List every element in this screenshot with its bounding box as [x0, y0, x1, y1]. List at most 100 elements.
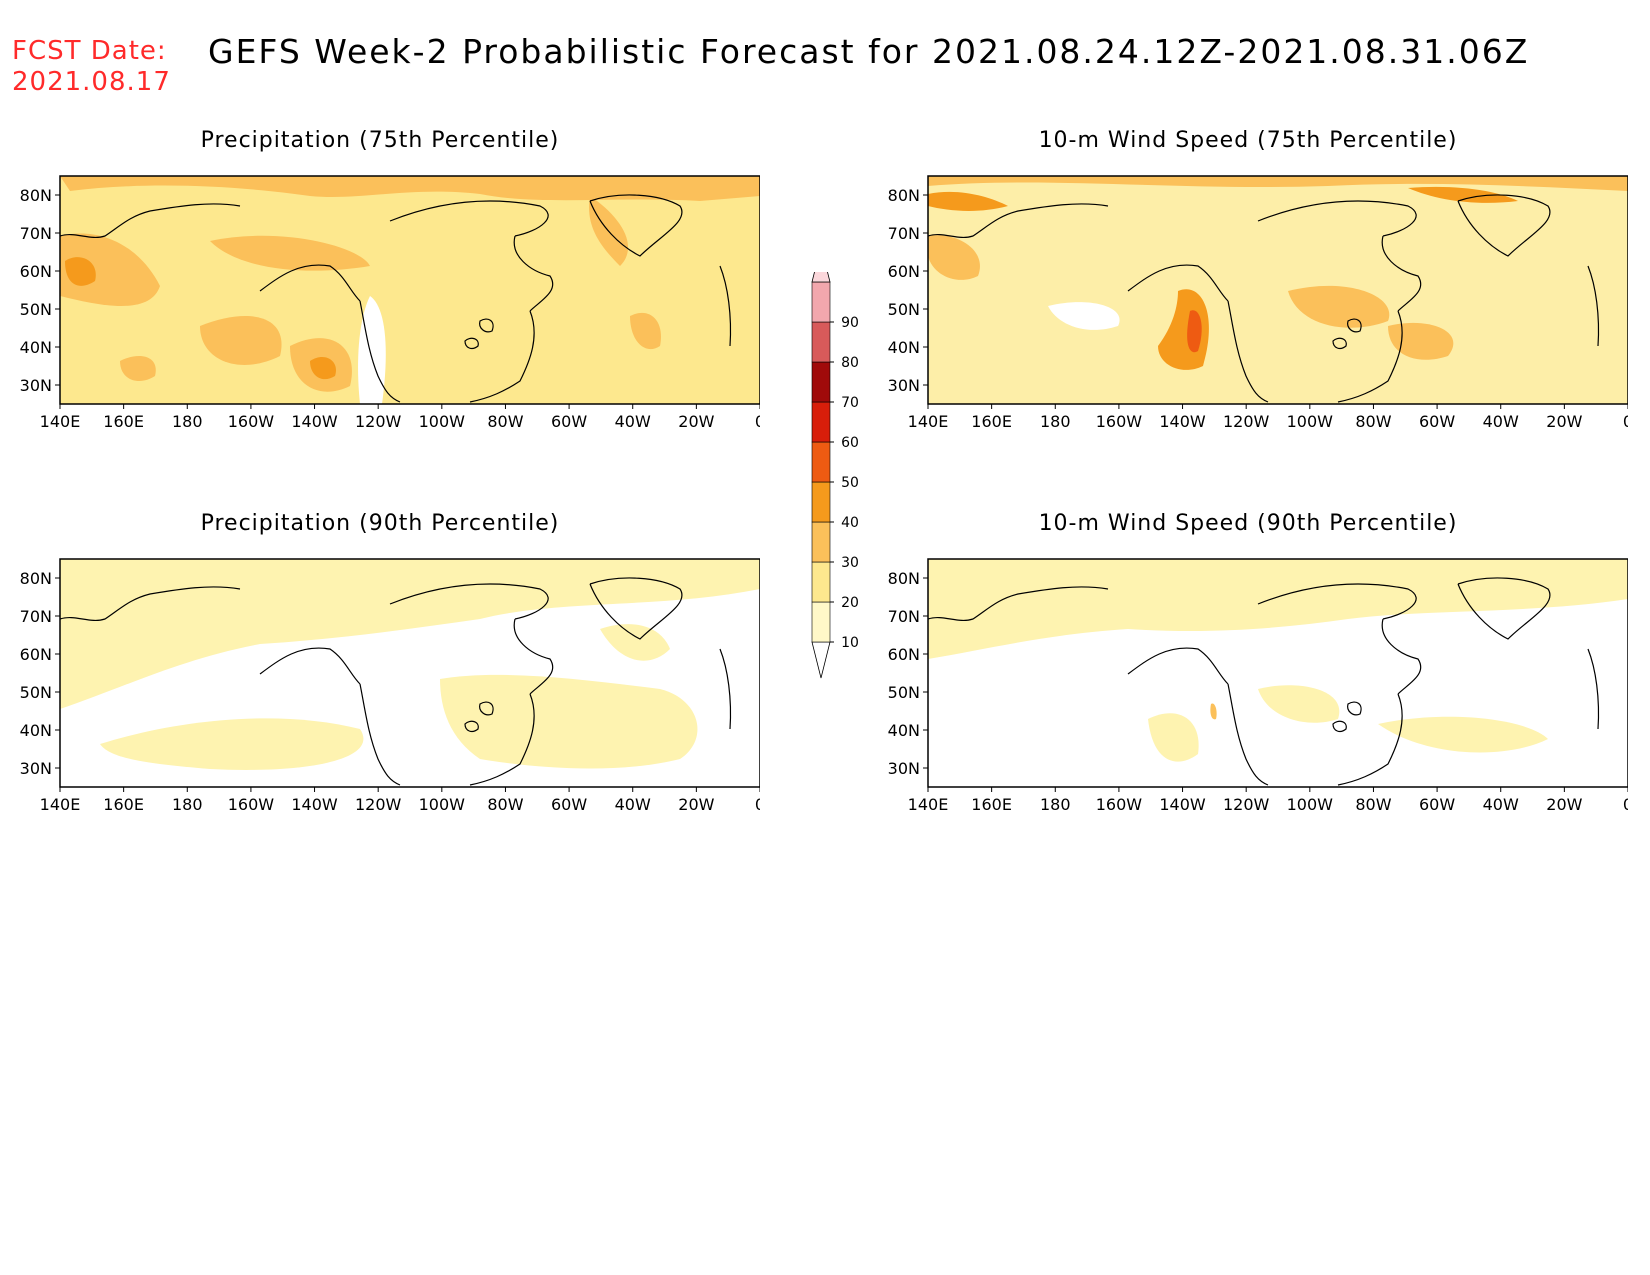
lon-tick-label: 140W	[291, 795, 338, 811]
lon-tick-label: 60W	[551, 412, 587, 428]
map-panel-wind-75: 10-m Wind Speed (75th Percentile) 140E 16…	[868, 128, 1628, 428]
probability-contour	[928, 191, 1008, 211]
lon-tick-label: 80W	[487, 795, 523, 811]
lon-tick-label: 20W	[1546, 412, 1582, 428]
colorbar-lower-extension	[811, 641, 831, 679]
lon-tick-label: 160W	[228, 412, 275, 428]
map-panel-wind-90: 10-m Wind Speed (90th Percentile) 140E 16…	[868, 511, 1628, 811]
colorbar-segment	[811, 281, 831, 323]
probability-field	[60, 559, 760, 787]
colorbar-segment	[811, 561, 831, 603]
coastline	[60, 577, 732, 786]
probability-contour	[1378, 716, 1548, 753]
lon-tick-label: 0	[1623, 412, 1628, 428]
lon-tick-label: 160W	[1096, 795, 1143, 811]
probability-contour	[210, 235, 370, 271]
lon-tick-label: 60W	[1419, 795, 1455, 811]
lon-tick-label: 160W	[1096, 412, 1143, 428]
lon-tick-label: 0	[755, 412, 760, 428]
probability-contour	[1187, 310, 1202, 353]
lon-tick-label: 140W	[1159, 795, 1206, 811]
lon-tick-label: 180	[1040, 412, 1071, 428]
probability-contour	[600, 624, 670, 661]
colorbar-segment	[811, 321, 831, 363]
lon-tick-label: 0	[755, 795, 760, 811]
probability-contour	[1148, 713, 1199, 762]
probability-contour	[1388, 322, 1454, 360]
colorbar-segment	[811, 521, 831, 563]
map-panel-precip-75: Precipitation (75th Percentile) 140E 160E…	[0, 128, 760, 428]
lat-tick-label: 80N	[888, 569, 920, 588]
lat-tick-label: 60N	[20, 645, 52, 664]
lat-tick-label: 30N	[20, 759, 52, 778]
lat-tick-label: 70N	[888, 224, 920, 243]
probability-field	[60, 176, 760, 404]
lon-tick-label: 140E	[908, 412, 949, 428]
lon-tick-label: 140E	[908, 795, 949, 811]
lat-tick-label: 80N	[20, 569, 52, 588]
lon-tick-label: 40W	[615, 412, 651, 428]
lon-tick-label: 160W	[228, 795, 275, 811]
lon-tick-label: 140E	[40, 412, 81, 428]
probability-contour	[1288, 285, 1390, 328]
probability-contour	[120, 356, 156, 381]
panel-title: Precipitation (90th Percentile)	[200, 511, 560, 536]
lon-tick-label: 140W	[1159, 412, 1206, 428]
probability-field	[928, 176, 1628, 404]
probability-contour	[440, 674, 698, 769]
probability-contour	[928, 559, 1628, 659]
colorbar-level-label: 40	[841, 515, 859, 531]
forecast-date-block: FCST Date: 2021.08.17	[12, 36, 171, 98]
forecast-date-value: 2021.08.17	[12, 67, 171, 97]
lat-tick-label: 60N	[888, 262, 920, 281]
lat-tick-label: 50N	[20, 300, 52, 319]
colorbar-level-label: 30	[841, 555, 859, 571]
lon-tick-label: 100W	[1287, 412, 1334, 428]
lat-tick-label: 50N	[888, 683, 920, 702]
lon-tick-label: 0	[1623, 795, 1628, 811]
map-canvas: 140E 160E 180 160W 140W 120W 100W 80W 60W 40W 20W 0…	[888, 558, 1628, 811]
probability-contour	[65, 257, 96, 286]
map-frame	[927, 558, 1628, 788]
colorbar-segment	[811, 401, 831, 443]
colorbar-segment	[811, 441, 831, 483]
lon-tick-label: 100W	[419, 795, 466, 811]
probability-contour	[1048, 302, 1120, 330]
probability-contour	[200, 316, 282, 365]
colorbar-level-label: 20	[841, 595, 859, 611]
lon-tick-label: 120W	[1223, 795, 1270, 811]
coastline	[60, 194, 732, 403]
probability-contour	[928, 235, 980, 280]
lon-tick-label: 20W	[1546, 795, 1582, 811]
lon-tick-label: 100W	[1287, 795, 1334, 811]
lon-tick-label: 40W	[1483, 795, 1519, 811]
lat-tick-label: 40N	[20, 338, 52, 357]
colorbar-level-label: 50	[841, 475, 859, 491]
map-frame	[927, 175, 1628, 405]
lon-tick-label: 180	[1040, 795, 1071, 811]
lon-tick-label: 80W	[1355, 795, 1391, 811]
map-frame	[59, 175, 760, 405]
lon-tick-label: 160E	[103, 412, 144, 428]
lon-tick-label: 120W	[355, 795, 402, 811]
lon-tick-label: 20W	[678, 412, 714, 428]
lat-tick-label: 40N	[888, 338, 920, 357]
colorbar-level-label: 80	[841, 355, 859, 371]
coastline	[928, 194, 1600, 403]
lon-tick-label: 160E	[103, 795, 144, 811]
colorbar-upper-extension	[811, 245, 831, 283]
probability-contour	[100, 718, 364, 770]
lon-tick-label: 160E	[971, 412, 1012, 428]
forecast-date-label: FCST Date:	[12, 36, 167, 66]
lon-tick-label: 120W	[1223, 412, 1270, 428]
map-frame	[59, 558, 760, 788]
probability-contour	[1210, 703, 1217, 720]
lon-tick-label: 80W	[1355, 412, 1391, 428]
probability-contour	[60, 176, 760, 201]
lon-tick-label: 160E	[971, 795, 1012, 811]
lat-tick-label: 70N	[20, 607, 52, 626]
color-legend: 10 20 30 40 50 60 70 80 90	[800, 245, 870, 682]
panel-title: Precipitation (75th Percentile)	[200, 128, 560, 153]
map-canvas: 140E 160E 180 160W 140W 120W 100W 80W 60W 40W 20W 0…	[20, 558, 760, 811]
page-title: GEFS Week-2 Probabilistic Forecast for 2…	[208, 32, 1530, 71]
